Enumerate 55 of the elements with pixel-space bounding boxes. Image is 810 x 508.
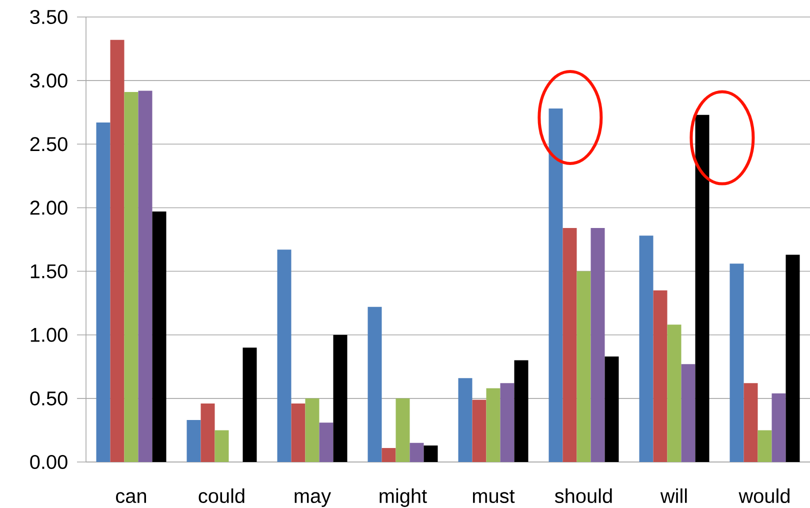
- bar: [186, 420, 201, 462]
- bar: [152, 212, 166, 462]
- bar: [458, 378, 472, 462]
- bar: [305, 398, 320, 462]
- x-tick-label: can: [116, 492, 146, 504]
- y-tick-label: 2.00: [30, 200, 68, 215]
- bar: [277, 250, 292, 462]
- bar: [744, 383, 758, 462]
- y-tick-label: 1.50: [30, 264, 68, 278]
- bar: [562, 228, 577, 462]
- x-tick-label: should: [554, 488, 612, 504]
- y-tick-label: 0.50: [30, 391, 68, 406]
- bar: [333, 334, 348, 462]
- bar: [730, 264, 744, 462]
- bar: [590, 228, 605, 462]
- bar: [514, 360, 528, 462]
- bar: [124, 92, 138, 462]
- bar: [681, 364, 696, 462]
- bar: [639, 236, 654, 462]
- bar: [667, 324, 682, 462]
- bar: [772, 393, 786, 462]
- y-tick-label: 0.00: [30, 454, 68, 470]
- bar: [96, 122, 110, 462]
- y-tick-label: 3.50: [30, 10, 68, 24]
- x-tick-label: would: [738, 488, 790, 504]
- x-tick-label: must: [472, 490, 515, 504]
- x-tick-label: will: [660, 488, 687, 503]
- bar: [382, 448, 396, 462]
- y-tick-label: 2.50: [30, 137, 68, 152]
- bar: [410, 442, 424, 462]
- bar: [548, 108, 563, 462]
- bar: [472, 400, 486, 462]
- x-tick-label: could: [198, 488, 244, 504]
- bar: [695, 114, 710, 462]
- bar: [786, 254, 800, 462]
- y-tick-label: 3.00: [30, 74, 68, 88]
- bar: [424, 445, 438, 462]
- bar: [291, 404, 306, 462]
- x-tick-label: might: [380, 488, 427, 507]
- bar: [242, 348, 257, 462]
- bar: [758, 430, 772, 462]
- bar: [604, 356, 619, 462]
- bar: [319, 422, 334, 462]
- bar: [653, 290, 668, 462]
- bar: [214, 430, 229, 462]
- bar: [500, 383, 514, 462]
- bar: [396, 398, 410, 462]
- bar: [576, 271, 591, 462]
- bar: [110, 40, 124, 462]
- x-tick-label: may: [294, 492, 332, 507]
- bar: [138, 90, 152, 462]
- bar: [486, 388, 500, 462]
- bar: [368, 306, 382, 462]
- y-tick-label: 1.00: [30, 328, 68, 342]
- bar: [200, 404, 215, 462]
